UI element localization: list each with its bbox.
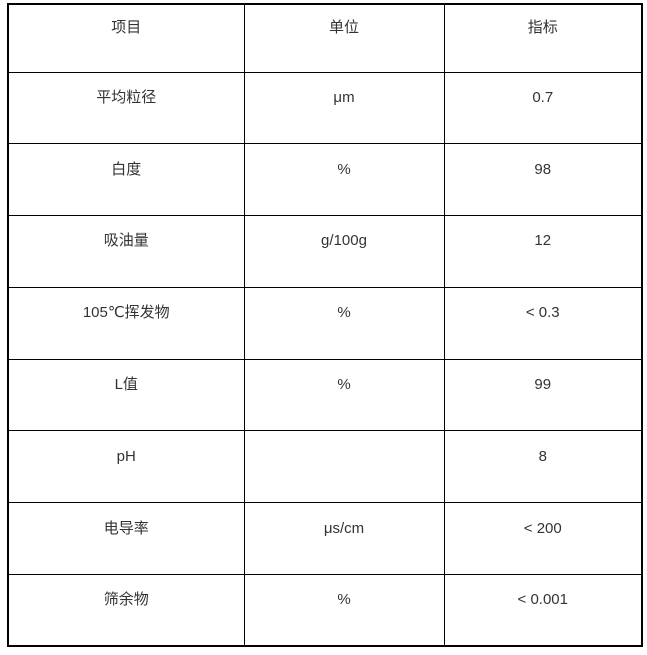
cell-item: 筛余物: [7, 574, 245, 647]
table-row: 105℃挥发物 % < 0.3: [7, 286, 643, 360]
table-row: L值 % 99: [7, 358, 643, 432]
cell-unit: [243, 430, 445, 504]
column-header-item: 项目: [7, 3, 245, 73]
cell-unit: %: [243, 574, 445, 647]
cell-unit: μs/cm: [243, 502, 445, 576]
cell-value: 0.7: [443, 71, 643, 145]
cell-value: < 200: [443, 502, 643, 576]
cell-item: 电导率: [7, 502, 245, 576]
table-row: pH 8: [7, 430, 643, 504]
table-body: 平均粒径 μm 0.7 白度 % 98 吸油量 g/100g 12 105℃挥发…: [7, 71, 643, 647]
cell-unit: %: [243, 358, 445, 432]
cell-value: 99: [443, 358, 643, 432]
cell-item: L值: [7, 358, 245, 432]
cell-item: 平均粒径: [7, 71, 245, 145]
table-row: 电导率 μs/cm < 200: [7, 502, 643, 576]
cell-value: < 0.3: [443, 286, 643, 360]
cell-item: 白度: [7, 143, 245, 217]
header-row: 项目 单位 指标: [7, 3, 643, 73]
cell-unit: %: [243, 286, 445, 360]
table-row: 白度 % 98: [7, 143, 643, 217]
cell-unit: μm: [243, 71, 445, 145]
table-row: 筛余物 % < 0.001: [7, 574, 643, 647]
cell-value: 98: [443, 143, 643, 217]
column-header-unit: 单位: [243, 3, 445, 73]
cell-item: 吸油量: [7, 215, 245, 288]
cell-value: 8: [443, 430, 643, 504]
table-row: 吸油量 g/100g 12: [7, 215, 643, 288]
cell-unit: g/100g: [243, 215, 445, 288]
column-header-spec: 指标: [443, 3, 643, 73]
table-row: 平均粒径 μm 0.7: [7, 71, 643, 145]
spec-table: 项目 单位 指标 平均粒径 μm 0.7 白度 % 98 吸油量 g/100g …: [7, 3, 643, 648]
table-header: 项目 单位 指标: [7, 3, 643, 73]
cell-value: 12: [443, 215, 643, 288]
cell-item: pH: [7, 430, 245, 504]
cell-value: < 0.001: [443, 574, 643, 647]
cell-item: 105℃挥发物: [7, 286, 245, 360]
cell-unit: %: [243, 143, 445, 217]
